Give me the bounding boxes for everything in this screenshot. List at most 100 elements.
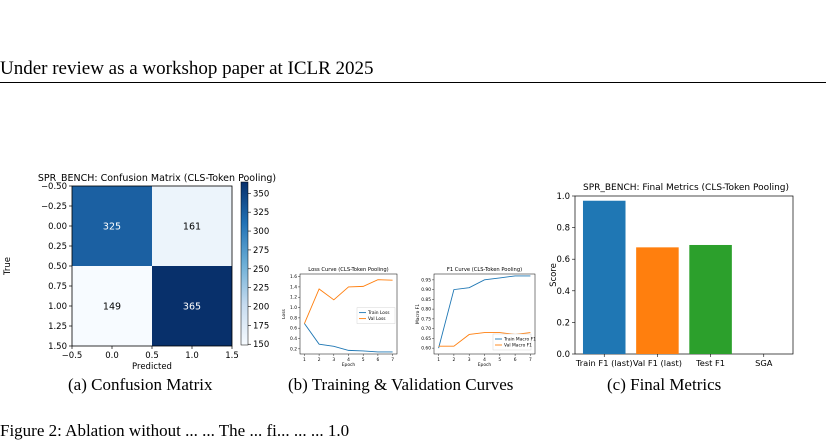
curve-ytick-label: 0.90: [421, 287, 431, 293]
curve-ytick-label: 0.2: [290, 346, 297, 352]
curve-ytick-label: 1.4: [290, 284, 297, 290]
bar-ytick-label: 0.6: [556, 255, 570, 265]
curve-ytick-label: 1.0: [290, 305, 297, 311]
bar: [689, 244, 732, 354]
curve-legend-label: Val Loss: [368, 316, 386, 322]
bar-xtick-label: SGA: [755, 358, 773, 368]
caption-c: (c) Final Metrics: [607, 375, 722, 394]
running-header: Under review as a workshop paper at ICLR…: [0, 58, 374, 79]
bar: [582, 200, 626, 354]
curve-series-line: [303, 279, 393, 324]
bar-xtick-label: Val F1 (last): [633, 358, 682, 368]
colorbar-tick-label: 175: [253, 321, 269, 331]
cm-xtick-label: 0.0: [105, 351, 119, 361]
cm-ytick-label: 0.75: [48, 282, 67, 292]
colorbar-tick-label: 225: [253, 284, 269, 294]
cm-title: SPR_BENCH: Confusion Matrix (CLS-Token P…: [38, 173, 276, 184]
cm-cell-label: 365: [183, 302, 201, 313]
bar-ylabel: Score: [549, 263, 559, 287]
cm-cell-label: 149: [103, 302, 121, 313]
cm-xtick-label: 1.0: [185, 351, 199, 361]
curve-ytick-label: 0.4: [290, 336, 297, 342]
curve-ytick-label: 1.2: [290, 295, 297, 301]
curve-xtick-label: 7: [391, 357, 394, 363]
curve-xtick-label: 6: [376, 357, 379, 363]
cm-cell: [152, 266, 232, 346]
cm-ytick-label: 1.25: [48, 322, 67, 332]
curve-xtick-label: 3: [332, 357, 335, 363]
colorbar-tick-label: 150: [253, 340, 269, 350]
curve-ylabel: Loss: [282, 308, 287, 318]
curve-xtick-label: 1: [437, 357, 440, 363]
curve-xtick-label: 2: [452, 357, 455, 363]
bar-xtick-label: Test F1: [695, 358, 725, 368]
curve-ytick-label: 0.6: [290, 326, 297, 332]
bar-xtick-label: Train F1 (last): [575, 358, 633, 368]
figure-caption-partial: Figure 2: Ablation without ... ... The .…: [0, 421, 350, 440]
bar: [636, 247, 679, 354]
curve-ytick-label: 0.80: [421, 307, 431, 313]
bar-ytick-label: 0.2: [556, 318, 570, 328]
bar-ytick-label: 0.8: [556, 224, 570, 234]
cm-xtick-label: −0.5: [62, 351, 83, 361]
cm-xtick-label: 1.5: [225, 351, 239, 361]
curve-xtick-label: 7: [529, 357, 532, 363]
curve-series-line: [438, 275, 531, 349]
curve-xtick-label: 6: [514, 357, 517, 363]
curve-xtick-label: 4: [483, 357, 486, 363]
cm-ytick-label: 0.50: [48, 262, 67, 272]
cm-cell: [72, 186, 152, 266]
curve-legend-label: Train Macro F1: [503, 337, 536, 343]
curve-ytick-label: 0.95: [421, 277, 431, 283]
confusion-matrix-chart: SPR_BENCH: Confusion Matrix (CLS-Token P…: [3, 173, 276, 370]
curve-legend: [356, 307, 396, 324]
curve-xtick-label: 1: [303, 357, 306, 363]
bar-ytick-label: 1.0: [556, 192, 570, 202]
bar-ytick-label: 0.4: [556, 287, 570, 297]
colorbar: [240, 181, 249, 346]
cm-cell: [152, 186, 232, 266]
cm-ylabel: True: [3, 257, 13, 276]
cm-ytick-label: 1.00: [48, 302, 67, 312]
curve-ylabel: Macro F1: [415, 304, 421, 324]
cm-xtick-label: 0.5: [145, 351, 159, 361]
curve-ytick-label: 0.70: [421, 326, 431, 332]
colorbar-tick-label: 350: [253, 189, 269, 199]
curve-ytick-label: 1.6: [290, 274, 297, 280]
curve-ytick-label: 0.75: [421, 316, 431, 322]
cm-ytick-label: 0.00: [48, 222, 67, 232]
curve-legend-label: Val Macro F1: [504, 343, 532, 349]
cm-ytick-label: −0.50: [41, 182, 67, 192]
cm-ytick-label: −0.25: [41, 202, 67, 212]
bar-ytick-label: 0.0: [556, 350, 570, 360]
cm-cell-label: 325: [103, 222, 121, 233]
curve-xtick-label: 3: [468, 357, 471, 363]
curve-xtick-label: 5: [498, 357, 501, 363]
colorbar-tick-label: 275: [253, 246, 269, 256]
colorbar-tick-label: 200: [253, 303, 269, 313]
colorbar-tick-label: 325: [253, 208, 269, 218]
caption-b: (b) Training & Validation Curves: [288, 375, 514, 394]
curve-title: Loss Curve (CLS-Token Pooling): [308, 267, 388, 273]
colorbar-tick-label: 300: [253, 227, 269, 237]
curve-xtick-label: 4: [347, 357, 350, 363]
curve-xlabel: Epoch: [478, 362, 492, 368]
bar-frame: [574, 195, 794, 355]
curve-xtick-label: 2: [318, 357, 321, 363]
curve-ytick-label: 0.85: [421, 297, 431, 303]
cm-ytick-label: 1.50: [48, 342, 67, 352]
curve-legend: [492, 333, 532, 351]
curve-series-line: [304, 323, 393, 353]
cm-cell-label: 161: [183, 222, 201, 233]
cm-ytick-label: 0.25: [48, 242, 67, 252]
curve-xtick-label: 5: [362, 357, 365, 363]
final-metrics-chart: SPR_BENCH: Final Metrics (CLS-Token Pool…: [549, 183, 794, 368]
curve-title: F1 Curve (CLS-Token Pooling): [447, 267, 522, 273]
cm-cell: [72, 266, 152, 346]
curve-ytick-label: 0.60: [421, 346, 431, 352]
header-rule: [0, 82, 826, 83]
caption-a: (a) Confusion Matrix: [68, 375, 213, 394]
curve-legend-label: Train Loss: [367, 310, 390, 316]
training-curves-chart: Loss Curve (CLS-Token Pooling) 1 2 3 4 5 6 7 0.2…: [282, 267, 536, 368]
curve-ytick-label: 0.65: [421, 336, 431, 342]
